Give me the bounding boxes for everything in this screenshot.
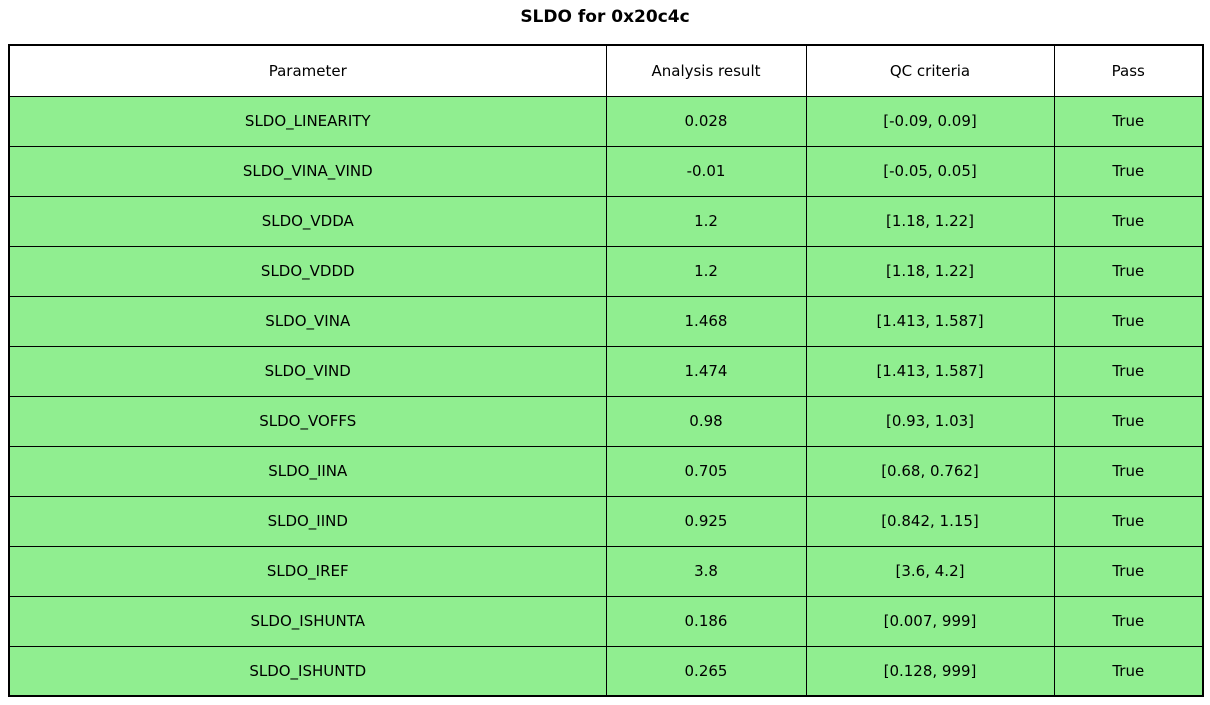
table-row: SLDO_LINEARITY 0.028 [-0.09, 0.09] True xyxy=(8,95,1204,147)
cell-parameter: SLDO_ISHUNTD xyxy=(8,645,607,697)
cell-analysis-result: 0.925 xyxy=(605,495,807,547)
cell-parameter: SLDO_VINA xyxy=(8,295,607,347)
cell-parameter: SLDO_VDDD xyxy=(8,245,607,297)
table-row: SLDO_VOFFS 0.98 [0.93, 1.03] True xyxy=(8,395,1204,447)
table-row: SLDO_VIND 1.474 [1.413, 1.587] True xyxy=(8,345,1204,397)
cell-analysis-result: 1.468 xyxy=(605,295,807,347)
col-header-analysis-result: Analysis result xyxy=(605,44,807,97)
cell-pass: True xyxy=(1053,145,1204,197)
table-row: SLDO_ISHUNTD 0.265 [0.128, 999] True xyxy=(8,645,1204,697)
cell-qc-criteria: [-0.09, 0.09] xyxy=(805,95,1055,147)
cell-parameter: SLDO_IIND xyxy=(8,495,607,547)
cell-pass: True xyxy=(1053,245,1204,297)
cell-pass: True xyxy=(1053,295,1204,347)
cell-pass: True xyxy=(1053,445,1204,497)
table-row: SLDO_VDDA 1.2 [1.18, 1.22] True xyxy=(8,195,1204,247)
cell-qc-criteria: [1.18, 1.22] xyxy=(805,195,1055,247)
cell-pass: True xyxy=(1053,645,1204,697)
cell-parameter: SLDO_VINA_VIND xyxy=(8,145,607,197)
cell-analysis-result: 0.186 xyxy=(605,595,807,647)
cell-parameter: SLDO_LINEARITY xyxy=(8,95,607,147)
cell-analysis-result: 0.265 xyxy=(605,645,807,697)
table-row: SLDO_IIND 0.925 [0.842, 1.15] True xyxy=(8,495,1204,547)
cell-parameter: SLDO_VOFFS xyxy=(8,395,607,447)
cell-pass: True xyxy=(1053,395,1204,447)
cell-analysis-result: 1.474 xyxy=(605,345,807,397)
qc-table: Parameter Analysis result QC criteria Pa… xyxy=(8,44,1204,697)
table-row: SLDO_VINA 1.468 [1.413, 1.587] True xyxy=(8,295,1204,347)
table-row: SLDO_IINA 0.705 [0.68, 0.762] True xyxy=(8,445,1204,497)
cell-pass: True xyxy=(1053,345,1204,397)
cell-parameter: SLDO_VDDA xyxy=(8,195,607,247)
cell-qc-criteria: [0.007, 999] xyxy=(805,595,1055,647)
cell-analysis-result: 3.8 xyxy=(605,545,807,597)
cell-pass: True xyxy=(1053,195,1204,247)
cell-parameter: SLDO_VIND xyxy=(8,345,607,397)
cell-qc-criteria: [1.413, 1.587] xyxy=(805,295,1055,347)
header-row: Parameter Analysis result QC criteria Pa… xyxy=(8,44,1204,97)
col-header-qc-criteria: QC criteria xyxy=(805,44,1055,97)
cell-analysis-result: 0.98 xyxy=(605,395,807,447)
cell-pass: True xyxy=(1053,595,1204,647)
chart-title: SLDO for 0x20c4c xyxy=(520,7,690,27)
cell-qc-criteria: [-0.05, 0.05] xyxy=(805,145,1055,197)
cell-pass: True xyxy=(1053,495,1204,547)
col-header-parameter: Parameter xyxy=(8,44,607,97)
cell-parameter: SLDO_IREF xyxy=(8,545,607,597)
cell-analysis-result: 1.2 xyxy=(605,195,807,247)
cell-qc-criteria: [3.6, 4.2] xyxy=(805,545,1055,597)
cell-qc-criteria: [1.413, 1.587] xyxy=(805,345,1055,397)
cell-analysis-result: -0.01 xyxy=(605,145,807,197)
table-row: SLDO_ISHUNTA 0.186 [0.007, 999] True xyxy=(8,595,1204,647)
cell-analysis-result: 1.2 xyxy=(605,245,807,297)
table-body: SLDO_LINEARITY 0.028 [-0.09, 0.09] True SLDO… xyxy=(8,95,1204,697)
cell-qc-criteria: [0.68, 0.762] xyxy=(805,445,1055,497)
cell-pass: True xyxy=(1053,95,1204,147)
cell-qc-criteria: [1.18, 1.22] xyxy=(805,245,1055,297)
cell-pass: True xyxy=(1053,545,1204,597)
table-row: SLDO_VINA_VIND -0.01 [-0.05, 0.05] True xyxy=(8,145,1204,197)
table-row: SLDO_VDDD 1.2 [1.18, 1.22] True xyxy=(8,245,1204,297)
cell-qc-criteria: [0.93, 1.03] xyxy=(805,395,1055,447)
col-header-pass: Pass xyxy=(1053,44,1204,97)
cell-analysis-result: 0.028 xyxy=(605,95,807,147)
cell-qc-criteria: [0.128, 999] xyxy=(805,645,1055,697)
cell-parameter: SLDO_IINA xyxy=(8,445,607,497)
table-row: SLDO_IREF 3.8 [3.6, 4.2] True xyxy=(8,545,1204,597)
cell-parameter: SLDO_ISHUNTA xyxy=(8,595,607,647)
cell-qc-criteria: [0.842, 1.15] xyxy=(805,495,1055,547)
cell-analysis-result: 0.705 xyxy=(605,445,807,497)
